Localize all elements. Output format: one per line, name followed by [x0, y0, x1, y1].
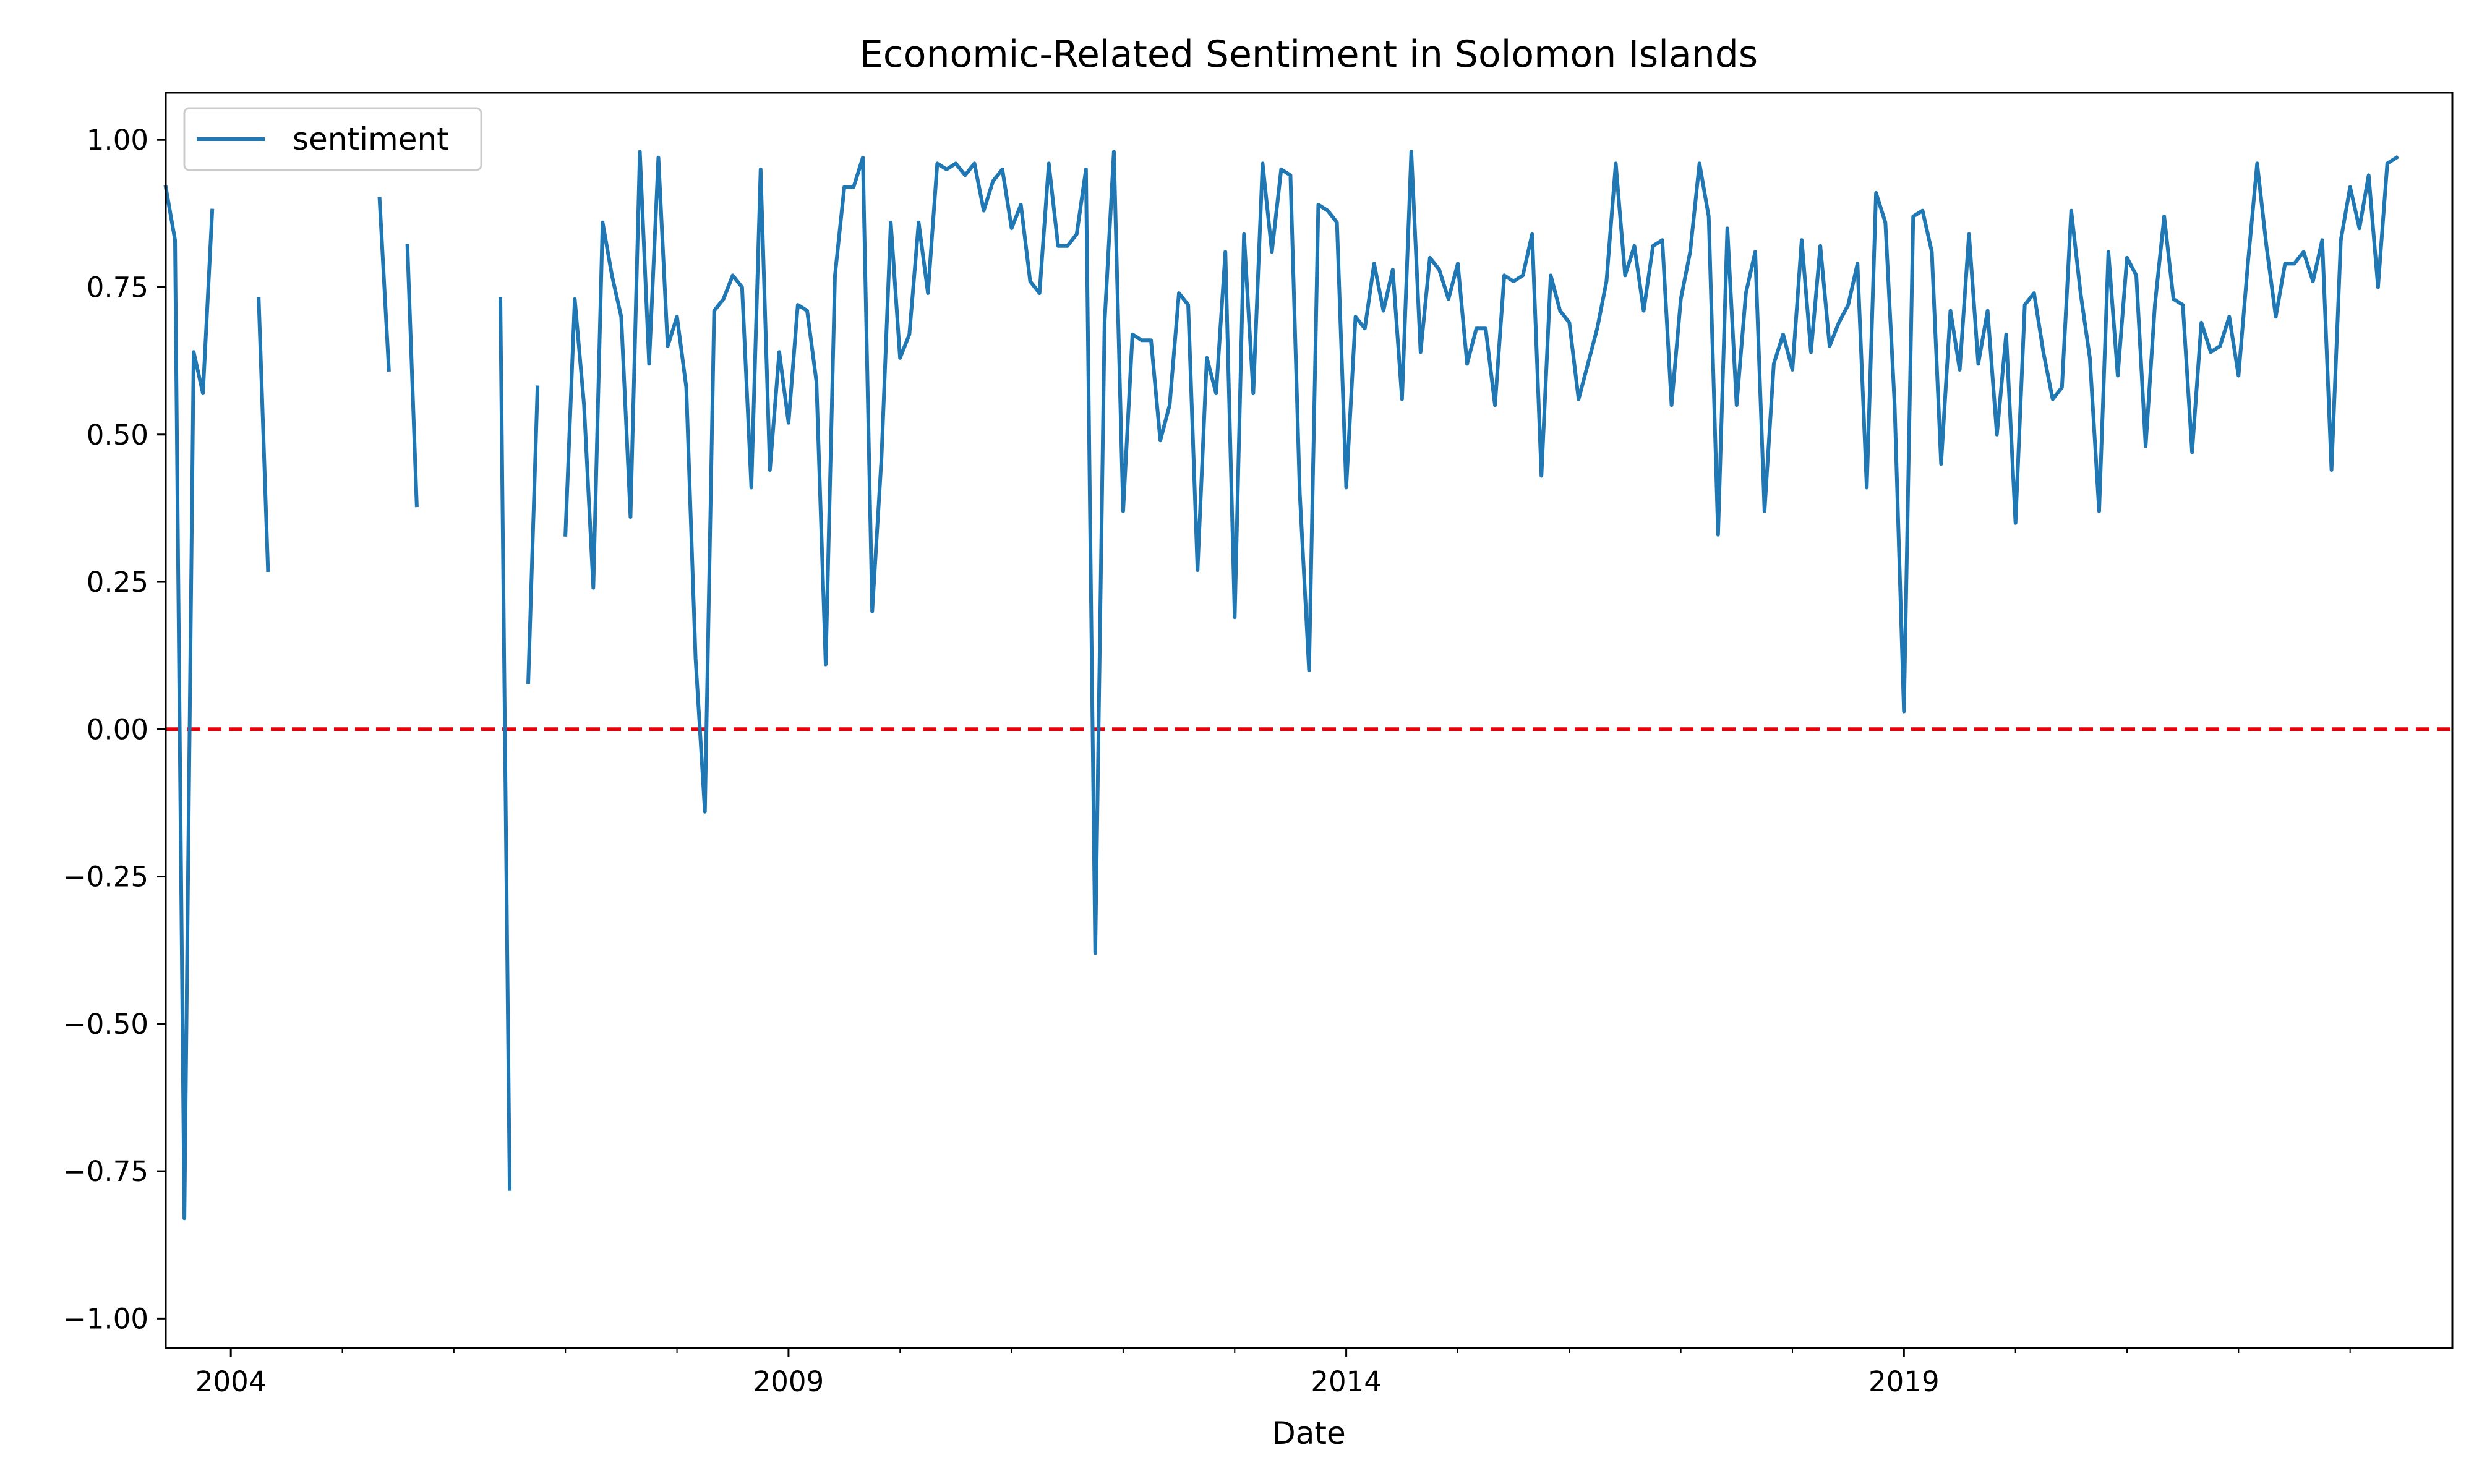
legend-box [183, 107, 482, 171]
y-tick-label: 0.50 [87, 419, 148, 451]
y-tick-label: −1.00 [63, 1302, 148, 1335]
chart-title: Economic-Related Sentiment in Solomon Is… [860, 33, 1758, 76]
x-axis-label: Date [1272, 1415, 1346, 1451]
legend: sentiment [183, 107, 482, 171]
y-tick-label: 0.75 [87, 271, 148, 304]
plot-area [163, 150, 2452, 1221]
y-axis-ticks: 1.00 0.75 0.50 0.25 0.00 −0.25 −0.50 −0.75 −1.00 [63, 124, 166, 1335]
y-tick-label: 1.00 [87, 124, 148, 156]
x-tick-label: 2019 [1868, 1365, 1940, 1398]
x-tick-label: 2009 [753, 1365, 824, 1398]
legend-label-sentiment: sentiment [293, 121, 449, 157]
y-tick-label: 0.00 [87, 713, 148, 746]
y-tick-label: −0.25 [63, 861, 148, 893]
y-tick-label: −0.75 [63, 1155, 148, 1188]
plot-frame [165, 92, 2454, 1349]
x-axis-ticks: 2004 2009 2014 2019 [195, 1348, 2351, 1398]
series-line-sentiment [163, 150, 2399, 1221]
y-tick-label: 0.25 [87, 566, 148, 599]
x-tick-label: 2004 [195, 1365, 267, 1398]
x-tick-label: 2014 [1311, 1365, 1382, 1398]
y-tick-label: −0.50 [63, 1008, 148, 1041]
